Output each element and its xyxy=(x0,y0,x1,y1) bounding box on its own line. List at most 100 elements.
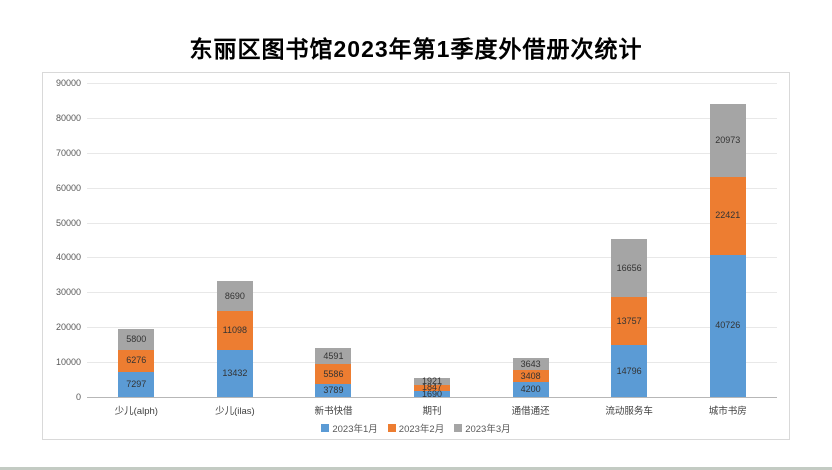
y-tick-label: 90000 xyxy=(55,78,81,88)
bar-segment: 3789 xyxy=(315,383,352,397)
bar-value-label: 4200 xyxy=(520,384,541,395)
stacked-bar: 1690 1847 1921 xyxy=(414,375,451,399)
legend-swatch xyxy=(321,424,330,432)
y-tick-label: 50000 xyxy=(55,217,81,228)
legend-item[interactable]: 2023年2月 xyxy=(387,421,445,435)
bar-value-label: 14796 xyxy=(616,365,642,376)
bar-segment: 40726 xyxy=(709,254,746,397)
bar-segment: 8690 xyxy=(216,281,253,312)
bar-column: 1690 1847 1921 xyxy=(383,83,482,399)
bar-column: 4200 3408 3643 xyxy=(481,83,580,397)
bar-value-label: 1847 xyxy=(422,382,443,393)
y-tick-label: 60000 xyxy=(55,182,81,193)
bar-segment: 1921 xyxy=(414,375,451,386)
gridline xyxy=(87,292,777,294)
bar-segment: 6276 xyxy=(118,349,155,372)
legend-item[interactable]: 2023年3月 xyxy=(454,421,511,435)
y-tick-label: 30000 xyxy=(55,287,81,298)
x-axis: 少儿(alph) 少儿(ilas) 新书快借 期刊 通借通还 流动服务车 城市书房 xyxy=(87,403,777,417)
bar-segment: 1690 xyxy=(414,388,451,399)
x-category-label: 城市书房 xyxy=(708,406,747,417)
bar-segment: 11098 xyxy=(216,311,253,351)
y-axis: 0 10000 20000 30000 40000 50000 60000 70000 8000… xyxy=(45,78,81,402)
bar-column: 7297 6276 5800 xyxy=(87,83,186,397)
x-category-label: 少儿(alph) xyxy=(114,406,158,417)
gridline xyxy=(87,257,777,259)
bar-value-label: 16656 xyxy=(616,262,642,273)
bar-segment: 4591 xyxy=(315,348,352,365)
bar-value-label: 4591 xyxy=(323,350,344,361)
bar-value-label: 3789 xyxy=(323,384,344,395)
bar-value-label: 7297 xyxy=(126,378,147,389)
bar-column: 3789 5586 4591 xyxy=(284,83,383,397)
bar-value-label: 8690 xyxy=(224,290,245,301)
bar-segment: 22421 xyxy=(709,176,746,255)
y-tick-label: 0 xyxy=(75,392,81,402)
bar-value-label: 22421 xyxy=(715,210,741,221)
bar-segment: 7297 xyxy=(118,371,155,397)
bar-column: 13432 11098 8690 xyxy=(186,83,285,397)
x-category-label: 流动服务车 xyxy=(605,406,653,417)
bar-value-label: 1921 xyxy=(422,375,443,386)
bar-segment: 4200 xyxy=(512,382,549,397)
bar-segment: 5586 xyxy=(315,364,352,384)
bar-column: 40726 22421 20973 xyxy=(678,83,777,397)
bar-column: 14796 13757 16656 xyxy=(580,83,679,397)
y-tick-label: 70000 xyxy=(55,147,81,158)
stacked-bar: 40726 22421 20973 xyxy=(709,103,746,397)
bar-value-label: 1690 xyxy=(422,388,443,399)
gridline xyxy=(87,222,777,224)
x-category-label: 新书快借 xyxy=(314,406,353,417)
bar-value-label: 3643 xyxy=(520,358,541,369)
stacked-bar: 4200 3408 3643 xyxy=(512,357,549,397)
x-category-label: 通借通还 xyxy=(511,406,550,417)
bar-segment: 5800 xyxy=(118,329,155,350)
y-tick-label: 10000 xyxy=(55,357,81,368)
x-axis-line xyxy=(87,397,777,398)
chart-container: 0 10000 20000 30000 40000 50000 60000 70000 8000… xyxy=(42,72,790,440)
bar-columns: 7297 6276 5800 13432 11098 8690 3789 5586 4591 16… xyxy=(87,83,777,399)
stacked-bar: 3789 5586 4591 xyxy=(315,348,352,397)
bar-value-label: 11098 xyxy=(222,325,248,336)
bar-segment: 1847 xyxy=(414,382,451,393)
legend-label: 2023年2月 xyxy=(398,424,445,435)
bar-segment: 13432 xyxy=(216,350,253,397)
legend-swatch xyxy=(454,424,463,432)
stacked-bar: 14796 13757 16656 xyxy=(611,239,648,397)
bar-segment: 3408 xyxy=(512,370,549,383)
plot-area: 7297 6276 5800 13432 11098 8690 3789 5586 4591 16… xyxy=(87,83,777,399)
bar-value-label: 5586 xyxy=(323,368,344,379)
bar-segment: 13757 xyxy=(611,297,648,346)
window-edge-strip xyxy=(0,467,832,470)
bar-value-label: 40726 xyxy=(715,320,741,331)
y-tick-label: 40000 xyxy=(55,252,81,263)
bar-value-label: 3408 xyxy=(520,370,541,381)
gridline xyxy=(87,327,777,329)
stacked-bar: 7297 6276 5800 xyxy=(118,329,155,397)
bar-value-label: 13432 xyxy=(222,368,248,379)
legend-label: 2023年1月 xyxy=(332,424,378,435)
stacked-bar: 13432 11098 8690 xyxy=(216,281,253,397)
page-title: 东丽区图书馆2023年第1季度外借册次统计 xyxy=(189,36,643,62)
x-category-label: 期刊 xyxy=(422,406,442,417)
legend-item[interactable]: 2023年1月 xyxy=(321,421,378,435)
legend: 2023年1月 2023年2月 2023年3月 xyxy=(43,421,789,435)
legend-label: 2023年3月 xyxy=(465,424,511,435)
bar-segment: 16656 xyxy=(611,239,648,298)
bar-segment: 14796 xyxy=(611,345,648,397)
bar-segment: 3643 xyxy=(512,357,549,371)
legend-swatch xyxy=(387,424,396,432)
bar-value-label: 6276 xyxy=(126,355,147,366)
gridline xyxy=(87,117,777,119)
bar-value-label: 13757 xyxy=(616,315,642,326)
x-category-label: 少儿(ilas) xyxy=(215,406,255,417)
gridline xyxy=(87,152,777,154)
y-tick-label: 20000 xyxy=(55,322,81,333)
gridline xyxy=(87,187,777,189)
gridline xyxy=(87,362,777,364)
bar-segment: 20973 xyxy=(709,103,746,177)
bar-value-label: 20973 xyxy=(715,134,741,145)
gridline xyxy=(87,83,777,84)
bar-value-label: 5800 xyxy=(126,334,147,345)
y-tick-label: 80000 xyxy=(55,112,81,123)
